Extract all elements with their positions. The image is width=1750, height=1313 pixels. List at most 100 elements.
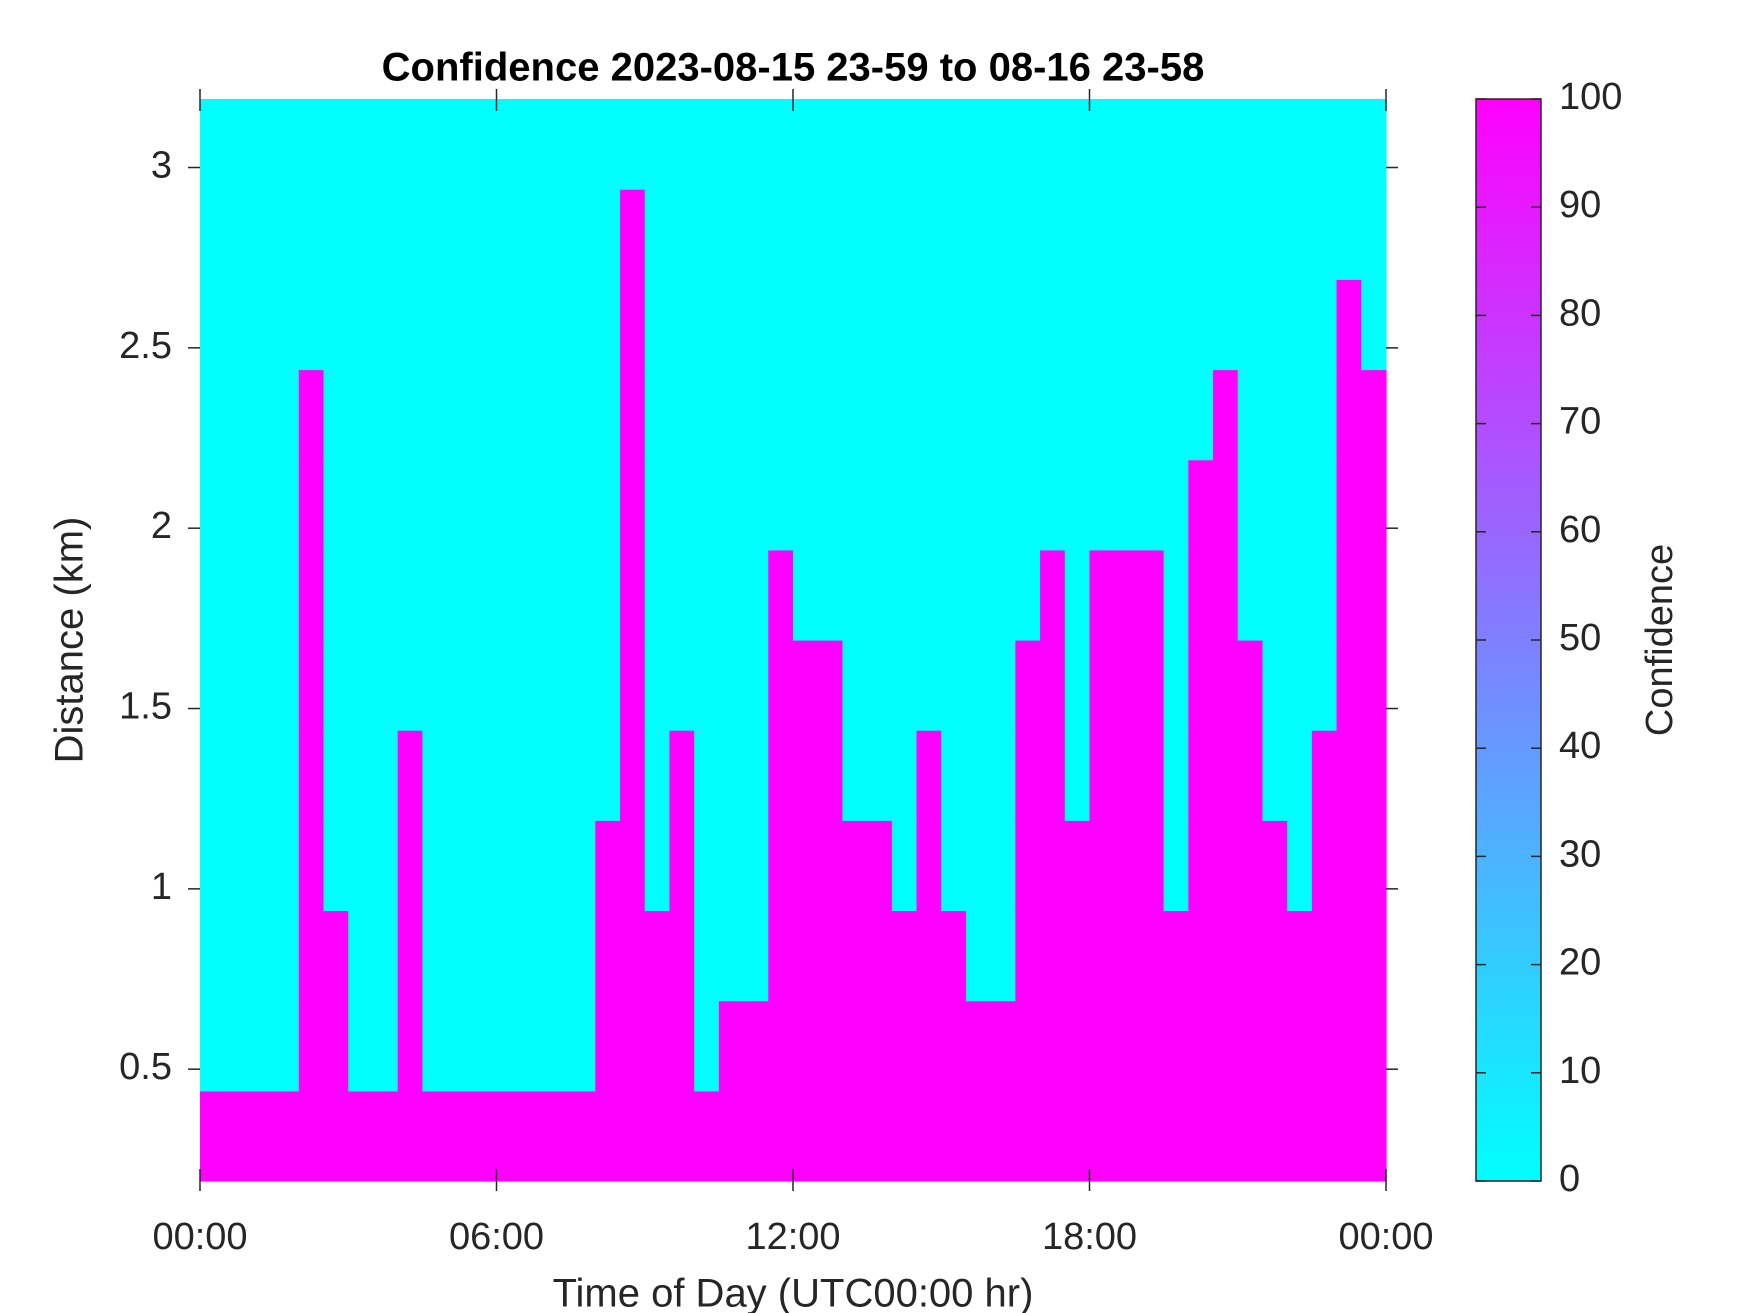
heatmap-cell <box>718 369 745 461</box>
heatmap-cell <box>965 820 992 912</box>
heatmap-cell <box>545 99 572 190</box>
heatmap-cell <box>200 279 226 371</box>
heatmap-cell <box>718 820 745 912</box>
heatmap-cell <box>1287 459 1313 551</box>
heatmap-cell <box>1213 549 1239 641</box>
heatmap-cell <box>793 549 819 641</box>
heatmap-cell <box>249 1000 275 1092</box>
heatmap-cell <box>348 1000 374 1092</box>
heatmap-cell <box>447 730 473 821</box>
heatmap-cell <box>422 189 448 280</box>
heatmap-cell <box>1015 99 1041 190</box>
heatmap-cell <box>1040 820 1066 912</box>
heatmap-cell <box>1064 99 1091 190</box>
heatmap-cell <box>595 369 621 461</box>
heatmap-cell <box>249 369 275 461</box>
heatmap-cell <box>1311 640 1338 731</box>
heatmap-cell <box>1114 730 1140 821</box>
heatmap-cell <box>1213 1000 1239 1092</box>
heatmap-cell <box>1188 99 1214 190</box>
heatmap-cell <box>990 99 1016 190</box>
heatmap-cell <box>422 730 448 821</box>
heatmap-cell <box>1040 549 1066 641</box>
heatmap-cell <box>1361 820 1387 912</box>
heatmap-cell <box>521 99 547 190</box>
heatmap-cell <box>743 459 769 551</box>
heatmap-cell <box>249 910 275 1002</box>
heatmap-cell <box>941 820 967 912</box>
heatmap-cell <box>644 369 671 461</box>
heatmap-cell <box>323 730 349 821</box>
heatmap-cell <box>1262 99 1288 190</box>
heatmap-cell <box>768 279 794 371</box>
heatmap-cell <box>842 640 868 731</box>
heatmap-cell <box>521 189 547 280</box>
heatmap-cell <box>743 730 769 821</box>
heatmap-cell <box>867 279 893 371</box>
heatmap-cell <box>224 459 251 551</box>
heatmap-cell <box>1336 99 1362 190</box>
heatmap-cell <box>1311 820 1338 912</box>
heatmap-cell <box>274 640 300 731</box>
heatmap-cell <box>718 1090 745 1182</box>
heatmap-cell <box>768 99 794 190</box>
heatmap-cell <box>817 1000 844 1092</box>
heatmap-cell <box>1213 910 1239 1002</box>
heatmap-cell <box>694 189 720 280</box>
heatmap-cell <box>694 730 720 821</box>
colorbar-tick-label: 90 <box>1559 184 1601 226</box>
heatmap-cell <box>891 1090 918 1182</box>
heatmap-cell <box>1015 549 1041 641</box>
heatmap-cell <box>941 279 967 371</box>
heatmap-cell <box>1237 99 1264 190</box>
heatmap-cell <box>323 640 349 731</box>
heatmap-cell <box>447 189 473 280</box>
heatmap-cell <box>397 459 423 551</box>
heatmap-cell <box>422 640 448 731</box>
heatmap-cell <box>1040 459 1066 551</box>
heatmap-cell <box>521 910 547 1002</box>
heatmap-cell <box>817 549 844 641</box>
heatmap-cell <box>496 189 522 280</box>
heatmap-cell <box>496 369 522 461</box>
heatmap-cell <box>718 549 745 641</box>
heatmap-cell <box>471 459 498 551</box>
heatmap-cell <box>1163 99 1189 190</box>
heatmap-cell <box>372 640 399 731</box>
heatmap-cell <box>1213 369 1239 461</box>
heatmap-cell <box>644 1090 671 1182</box>
heatmap-cell <box>620 1000 646 1092</box>
heatmap-cell <box>570 279 596 371</box>
heatmap-cell <box>891 279 918 371</box>
heatmap-cell <box>224 730 251 821</box>
heatmap-cell <box>842 369 868 461</box>
heatmap-cell <box>1237 1090 1264 1182</box>
heatmap-cell <box>422 459 448 551</box>
heatmap-cell <box>224 549 251 641</box>
heatmap-cell <box>694 820 720 912</box>
heatmap-cell <box>817 910 844 1002</box>
heatmap-cell <box>669 279 695 371</box>
heatmap-cell <box>941 1000 967 1092</box>
heatmap-cell <box>422 369 448 461</box>
heatmap-cell <box>1040 369 1066 461</box>
heatmap-cell <box>521 640 547 731</box>
heatmap-cell <box>1114 1000 1140 1092</box>
heatmap-cell <box>1311 1000 1338 1092</box>
heatmap-cell <box>1188 459 1214 551</box>
heatmap-cell <box>694 369 720 461</box>
heatmap-cell <box>1089 910 1115 1002</box>
heatmap-cell <box>941 189 967 280</box>
heatmap-cell <box>1015 1000 1041 1092</box>
heatmap-cell <box>1064 189 1091 280</box>
heatmap-cell <box>1114 369 1140 461</box>
heatmap-cell <box>200 730 226 821</box>
heatmap-cell <box>1015 820 1041 912</box>
heatmap-cell <box>867 369 893 461</box>
heatmap-cell <box>1163 549 1189 641</box>
heatmap-cell <box>1237 910 1264 1002</box>
heatmap-cell <box>298 820 325 912</box>
heatmap-cell <box>1213 459 1239 551</box>
heatmap-cell <box>1188 1000 1214 1092</box>
heatmap-cell <box>1015 640 1041 731</box>
